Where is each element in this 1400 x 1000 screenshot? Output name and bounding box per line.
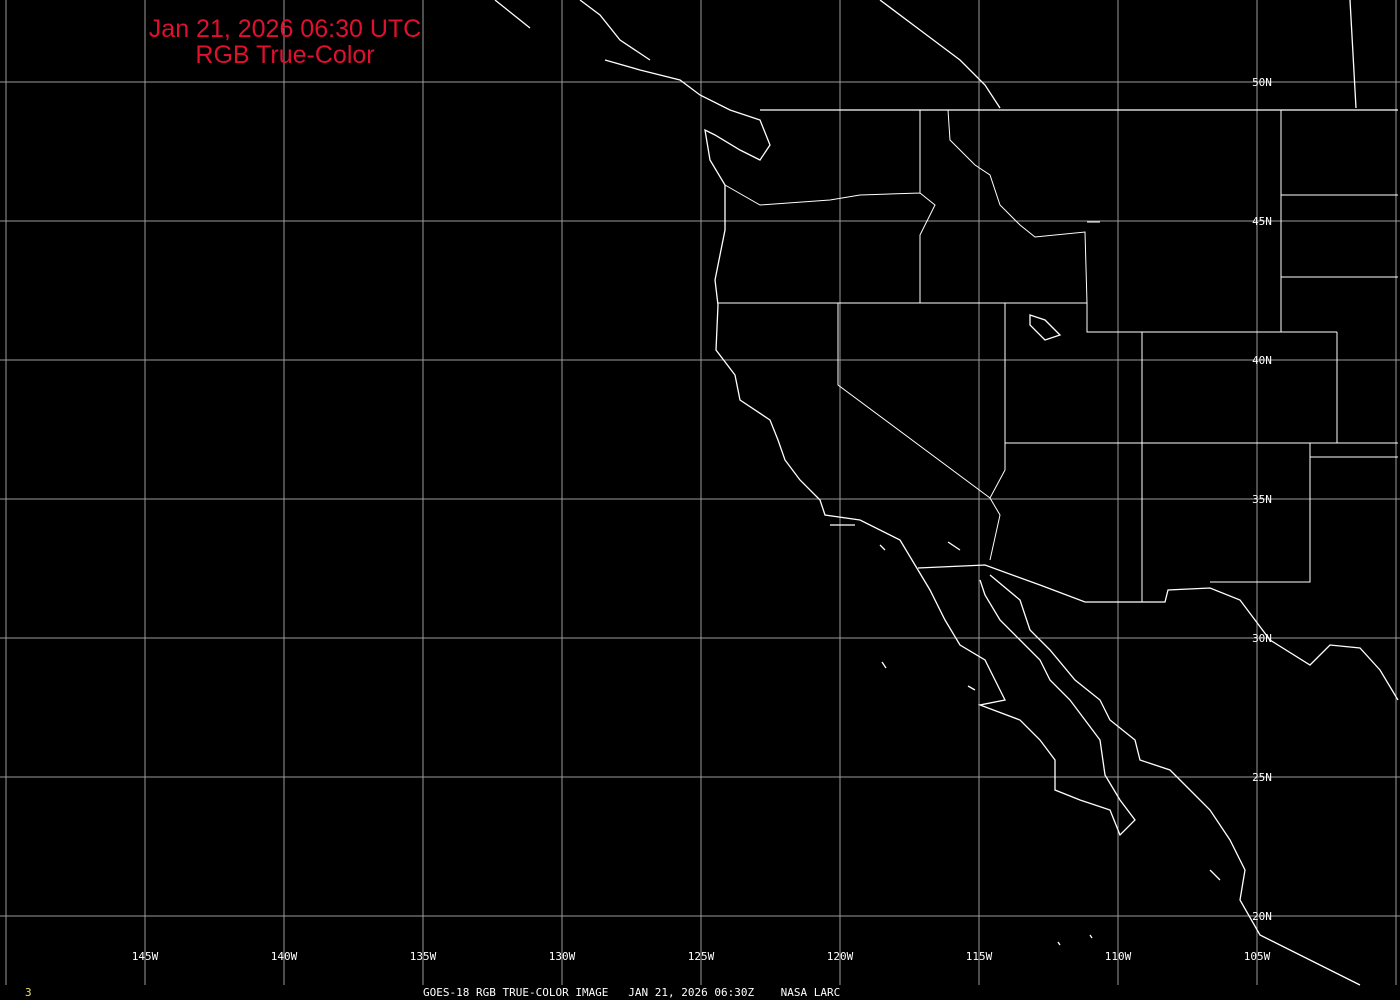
latitude-label: 40N xyxy=(1252,354,1272,367)
state-borders xyxy=(718,109,1398,602)
coastlines-and-borders xyxy=(494,0,1399,986)
longitude-label: 140W xyxy=(271,950,298,963)
gulf-east-coastline xyxy=(989,574,1361,986)
latitude-label: 50N xyxy=(1252,76,1272,89)
longitude-label: 135W xyxy=(410,950,437,963)
longitude-label: 120W xyxy=(827,950,854,963)
latitude-labels: 50N 45N 40N 35N 30N 25N 20N xyxy=(1252,76,1272,923)
latitude-label: 45N xyxy=(1252,215,1272,228)
latitude-label: 20N xyxy=(1252,910,1272,923)
west-coastline xyxy=(604,59,1136,837)
canada-coast xyxy=(494,0,1357,109)
frame-number: 3 xyxy=(25,986,32,999)
longitude-label: 125W xyxy=(688,950,715,963)
mexico-border xyxy=(917,564,1399,701)
longitude-label: 110W xyxy=(1105,950,1132,963)
longitude-label: 130W xyxy=(549,950,576,963)
latitude-label: 30N xyxy=(1252,632,1272,645)
latitude-label: 25N xyxy=(1252,771,1272,784)
longitude-label: 145W xyxy=(132,950,159,963)
islands xyxy=(830,314,1221,946)
longitude-label: 115W xyxy=(966,950,993,963)
longitude-label: 105W xyxy=(1244,950,1271,963)
title-datetime: Jan 21, 2026 06:30 UTC xyxy=(148,15,422,43)
title-product: RGB True-Color xyxy=(195,41,375,69)
footer-caption: GOES-18 RGB TRUE-COLOR IMAGE JAN 21, 202… xyxy=(423,986,841,999)
latitude-label: 35N xyxy=(1252,493,1272,506)
longitude-labels: 145W 140W 135W 130W 125W 120W 115W 110W 105W xyxy=(132,950,1271,963)
